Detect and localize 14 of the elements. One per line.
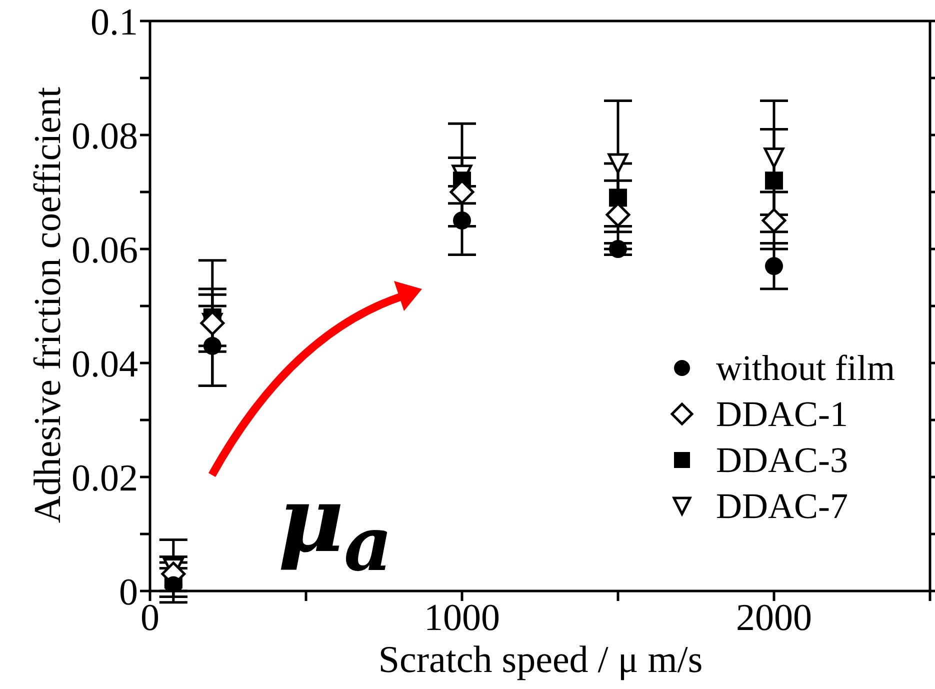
y-tick-label: 0.06 [72, 229, 138, 272]
legend-label: DDAC-1 [716, 393, 848, 436]
legend-label: DDAC-3 [716, 439, 848, 482]
y-tick-label: 0.04 [72, 343, 138, 386]
y-tick-label: 0.1 [90, 1, 138, 44]
x-axis-title: Scratch speed / μ m/s [377, 638, 704, 682]
y-tick-label: 0.02 [72, 457, 138, 500]
y-tick-label: 0.08 [72, 115, 138, 158]
y-axis-title: Adhesive friction coefficient [26, 86, 70, 524]
legend-label: DDAC-7 [716, 485, 848, 528]
legend-label: without film [716, 347, 895, 390]
x-tick-label: 2000 [736, 596, 812, 639]
annotation: μ$_{a}$ [278, 467, 392, 590]
x-tick-label: 1000 [424, 596, 500, 639]
